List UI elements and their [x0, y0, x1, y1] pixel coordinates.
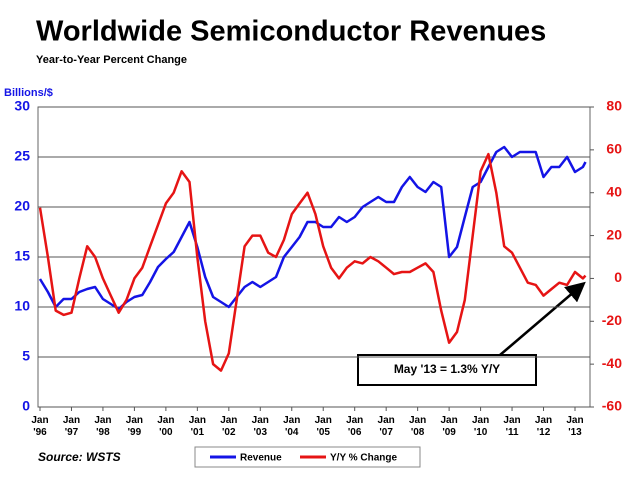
y-tick-label: 25: [14, 148, 30, 164]
y2-tick-label: 80: [606, 98, 622, 114]
x-tick-label: Jan '01: [188, 415, 206, 438]
y2-tick-label: 40: [606, 183, 622, 199]
x-tick-label: Jan '03: [251, 415, 269, 438]
y-tick-label: 10: [14, 298, 30, 314]
y-tick-label: 5: [22, 348, 30, 364]
x-tick-label: Jan '06: [346, 415, 364, 438]
series-line: [38, 145, 587, 311]
x-tick-label: Jan '09: [440, 415, 458, 438]
source: Source: WSTS: [38, 450, 121, 464]
annotation: May '13 = 1.3% Y/Y: [394, 362, 500, 376]
y-tick-label: 30: [14, 98, 30, 114]
x-tick-label: Jan '10: [471, 415, 490, 438]
x-tick-label: Jan '02: [220, 415, 238, 438]
legend-label: Y/Y % Change: [330, 453, 397, 464]
x-tick-label: Jan '99: [125, 415, 144, 438]
x-tick-label: Jan '05: [314, 415, 332, 438]
x-tick-label: Jan '12: [534, 415, 553, 438]
x-tick-label: Jan '11: [503, 415, 521, 438]
y2-tick-label: -20: [602, 312, 622, 328]
annotation-box: [357, 354, 537, 386]
y-tick-label: 15: [14, 248, 30, 264]
y-tick-label: 20: [14, 198, 30, 214]
x-tick-label: Jan '98: [94, 415, 112, 438]
x-tick-label: Jan '07: [377, 415, 395, 438]
chart-title: Worldwide Semiconductor Revenues: [36, 16, 546, 48]
y-tick-label: 0: [22, 398, 30, 414]
x-tick-label: Jan '13: [566, 415, 584, 438]
y2-tick-label: 0: [614, 269, 622, 285]
y2-tick-label: -60: [602, 398, 622, 414]
y2-tick-label: -40: [602, 355, 622, 371]
x-tick-label: Jan '00: [157, 415, 175, 438]
annotation-arrow: [499, 281, 586, 356]
y2-tick-label: 20: [606, 226, 622, 242]
x-tick-label: Jan '08: [409, 415, 427, 438]
y-axis-title: Billions/$: [4, 87, 53, 99]
y2-tick-label: 60: [606, 141, 622, 157]
chart-subtitle: Year-to-Year Percent Change: [36, 54, 187, 66]
x-tick-label: Jan '04: [283, 415, 301, 438]
x-tick-label: Jan '97: [62, 415, 81, 438]
legend-label: Revenue: [240, 453, 282, 464]
x-tick-label: Jan '96: [31, 415, 49, 438]
series-line: [38, 152, 587, 372]
